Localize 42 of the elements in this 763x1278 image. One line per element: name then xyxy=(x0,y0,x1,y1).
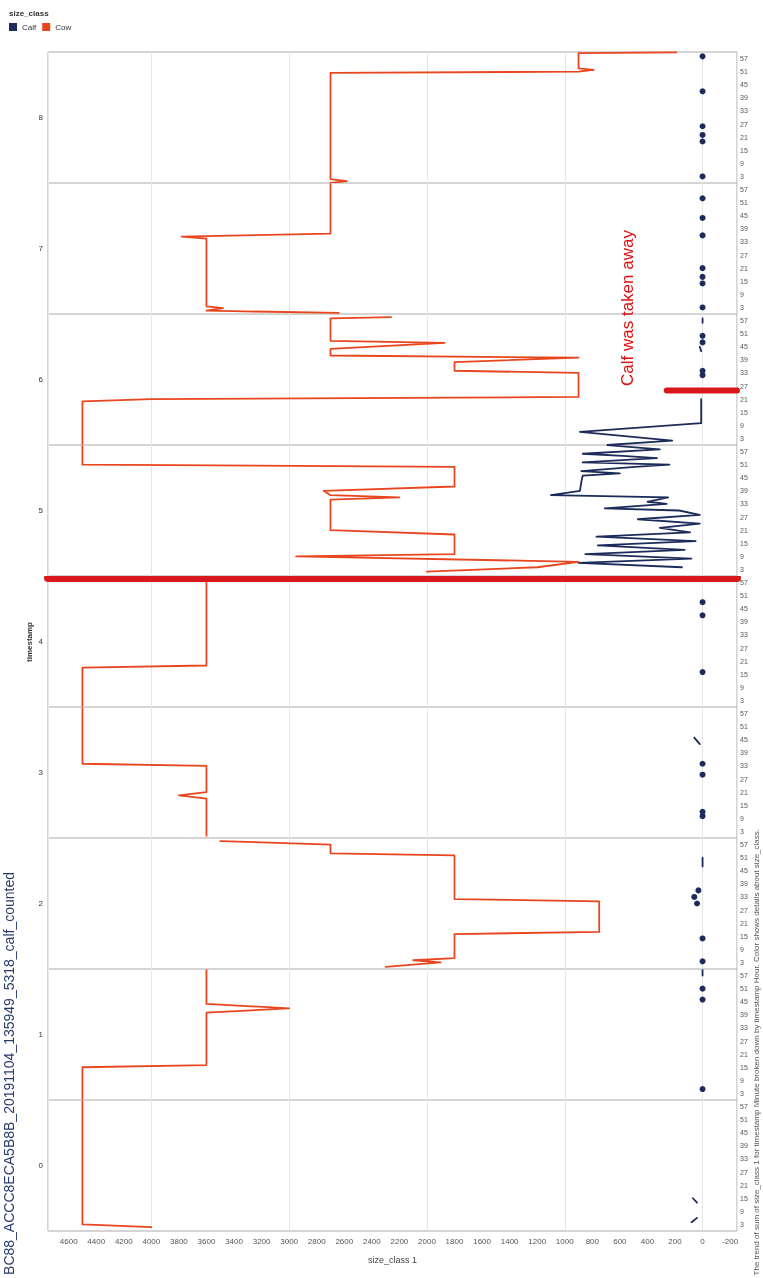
x-tick-label: 4200 xyxy=(114,1236,134,1246)
x-tick-label: 4400 xyxy=(87,1236,106,1246)
x-tick-label: 1200 xyxy=(528,1236,547,1246)
x-tick-label: 2800 xyxy=(307,1236,327,1246)
x-tick-label: 1800 xyxy=(445,1236,464,1246)
x-tick-label: 2000 xyxy=(418,1236,437,1246)
x-tick-label: 800 xyxy=(585,1236,600,1246)
y-axis-title: 8 xyxy=(38,113,44,122)
text: The trend of sum of size_class 1 for timestamp Minute broken down by timestamp Hour. Color shows details about size_class. xyxy=(752,828,762,1275)
x-tick-label: 3800 xyxy=(170,1236,189,1246)
y-axis-title: 3 xyxy=(38,768,44,777)
y-axis-title: 7 xyxy=(38,244,44,253)
x-tick-label: 4000 xyxy=(142,1236,161,1246)
x-tick-label: 400 xyxy=(640,1236,655,1246)
y-axis-title: 2 xyxy=(38,899,44,908)
y-axis-title: 4 xyxy=(38,637,44,646)
text: timestamp xyxy=(25,621,35,662)
x-tick-label: 4600 xyxy=(59,1236,79,1246)
annotation: Calf was taken away xyxy=(617,230,638,387)
x-tick-label: 2400 xyxy=(362,1236,382,1246)
chart-title: BC88_ACCC8ECA5B8B_20191104_135949_5318_calf_counted xyxy=(1,872,18,1275)
legend-label: Calf xyxy=(22,22,37,32)
x-tick-label: 3000 xyxy=(280,1236,299,1246)
x-tick-label: 0 xyxy=(700,1236,706,1246)
y-axis-title: 1 xyxy=(38,1030,44,1039)
x-tick-label: 3400 xyxy=(225,1236,244,1246)
y-axis-title: 5 xyxy=(38,506,44,515)
x-axis-title: size_class 1 xyxy=(367,1254,418,1265)
x-tick-label: -200 xyxy=(722,1236,739,1246)
legend-title: size_class xyxy=(9,8,50,18)
legend-label: Cow xyxy=(55,22,72,32)
x-tick-label: 200 xyxy=(668,1236,683,1246)
x-tick-label: 2200 xyxy=(390,1236,409,1246)
x-tick-label: 1400 xyxy=(500,1236,520,1246)
x-tick-label: 1600 xyxy=(473,1236,492,1246)
x-tick-label: 600 xyxy=(613,1236,628,1246)
y-axis-title: 6 xyxy=(38,375,44,384)
x-tick-label: 3600 xyxy=(197,1236,216,1246)
x-tick-label: 2600 xyxy=(335,1236,354,1246)
y-axis-title: 0 xyxy=(38,1161,44,1170)
x-tick-label: 3200 xyxy=(252,1236,272,1246)
x-tick-label: 1000 xyxy=(555,1236,575,1246)
